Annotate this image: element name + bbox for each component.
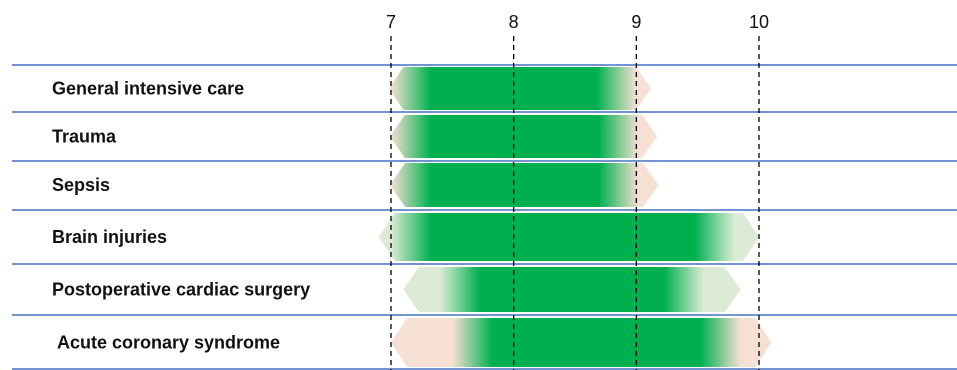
range-bar	[389, 163, 659, 207]
range-bar	[403, 267, 741, 312]
tick-label: 7	[386, 12, 396, 32]
row-separator-lines	[12, 64, 957, 370]
tick-label: 9	[631, 12, 641, 32]
tick-label: 8	[509, 12, 519, 32]
x-axis-ticks: 7 8 9 10	[386, 12, 769, 370]
row-labels: General intensive care Trauma Sepsis Brain …	[52, 79, 310, 353]
range-bar	[378, 213, 759, 261]
row-label: Postoperative cardiac surgery	[52, 280, 310, 300]
range-bar	[388, 67, 652, 110]
row-label: Sepsis	[52, 175, 110, 195]
range-bars	[378, 67, 772, 367]
tick-label: 10	[749, 12, 769, 32]
row-label: General intensive care	[52, 79, 244, 99]
range-bar	[391, 318, 772, 367]
row-label: Acute coronary syndrome	[57, 333, 280, 353]
range-bar	[389, 115, 658, 158]
row-label: Trauma	[52, 127, 117, 147]
row-label: Brain injuries	[52, 227, 167, 247]
